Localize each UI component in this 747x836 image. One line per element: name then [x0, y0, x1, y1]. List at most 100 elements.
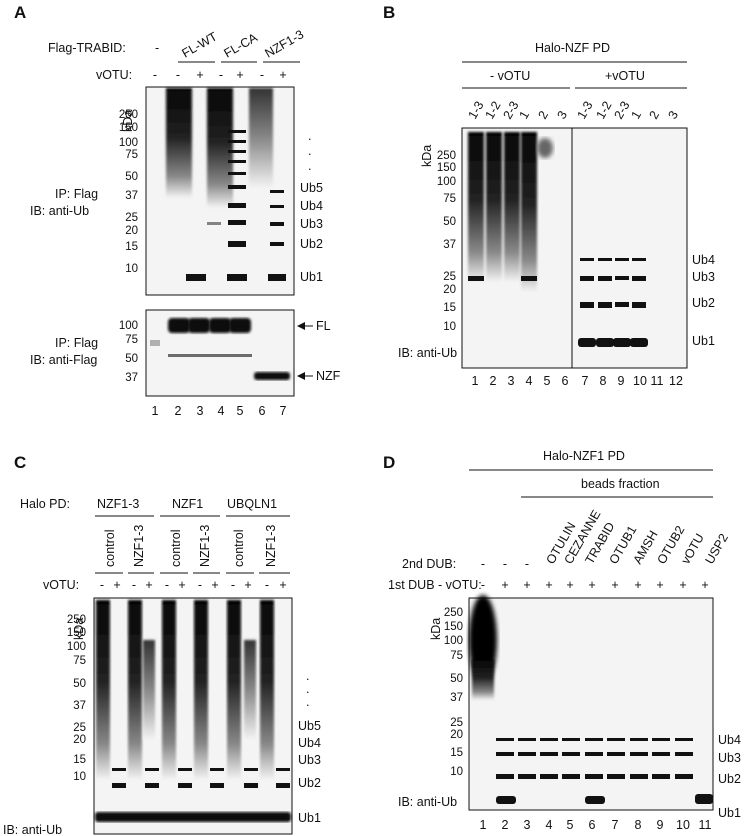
sign: +	[656, 578, 663, 592]
sub-label: control	[232, 529, 246, 567]
sign: +	[588, 578, 595, 592]
lane-number: 7	[612, 818, 619, 832]
lane-number: 9	[618, 374, 625, 388]
band-label-ub1: Ub1	[298, 811, 321, 825]
panel-c-ib: IB: anti-Ub	[3, 823, 62, 836]
band-label-ub3: Ub3	[718, 751, 741, 765]
panel-c-dots: . . .	[306, 669, 309, 709]
panel-a-mw-top: 250 150 100 75 50 37 25 20 15 10	[119, 109, 138, 275]
mw-label: 37	[443, 239, 456, 251]
panel-d-beads: beads fraction	[581, 477, 660, 491]
lane-number: 8	[600, 374, 607, 388]
sub-label: NZF1-3	[132, 525, 146, 567]
panel-a-construct-label: Flag-TRABID:	[48, 41, 126, 55]
band-label-ub5: Ub5	[298, 719, 321, 733]
panel-c-band-labels: Ub5 Ub4 Ub3 Ub2 Ub1	[298, 719, 321, 825]
group-label: NZF1-3	[97, 497, 139, 511]
votu-sign: +	[279, 68, 286, 82]
dub-name: USP2	[702, 531, 730, 566]
mw-label: 100	[67, 641, 86, 653]
panel-d-letter: D	[383, 453, 395, 472]
lane-number: 4	[526, 374, 533, 388]
column-label: 2	[535, 108, 551, 121]
group-label: UBQLN1	[227, 497, 277, 511]
mw-label: 20	[73, 734, 86, 746]
lane-number: 7	[582, 374, 589, 388]
panel-d-ib: IB: anti-Ub	[398, 795, 457, 809]
mw-label: 37	[125, 190, 138, 202]
votu-sign: -	[198, 578, 202, 592]
panel-b-band-labels: Ub4 Ub3 Ub2 Ub1	[692, 253, 715, 348]
mw-label: 10	[73, 771, 86, 783]
mw-label: 50	[73, 678, 86, 690]
lane-number: 4	[218, 404, 225, 418]
band-label-ub2: Ub2	[718, 772, 741, 786]
panel-a-votu-signs: - - + - + - +	[153, 68, 287, 82]
panel-a-construct-dash: -	[155, 41, 159, 55]
panel-a-group-labels: FL-WT FL-CA NZF1-3	[180, 27, 307, 60]
dot: .	[306, 669, 309, 683]
panel-d-second-dub-label: 2nd DUB:	[402, 557, 456, 571]
mw-label: 25	[450, 717, 463, 729]
mw-label: 50	[443, 216, 456, 228]
mw-label: 10	[450, 766, 463, 778]
sign: -	[481, 557, 485, 571]
sign: -	[481, 578, 485, 592]
column-label: 3	[554, 108, 570, 121]
column-label: 3	[665, 108, 681, 121]
votu-sign: -	[219, 68, 223, 82]
panel-c-sub-labels: control NZF1-3 control NZF1-3 control NZ…	[103, 525, 278, 567]
mw-label: 50	[125, 171, 138, 183]
panel-a-ib-top: IB: anti-Ub	[30, 204, 89, 218]
panel-c-letter: C	[14, 453, 26, 472]
lane-number: 2	[175, 404, 182, 418]
band-label-ub4: Ub4	[300, 199, 323, 213]
panel-d-lane-numbers: 1 2 3 4 5 6 7 8 9 10 11	[480, 818, 712, 832]
band-label-ub4: Ub4	[718, 733, 741, 747]
panel-b-ib: IB: anti-Ub	[398, 346, 457, 360]
panel-a-ip-bottom: IP: Flag	[55, 336, 98, 350]
lane-number: 2	[502, 818, 509, 832]
mw-label: 75	[73, 655, 86, 667]
panel-a-group-fl-wt: FL-WT	[180, 29, 220, 60]
sign: +	[679, 578, 686, 592]
mw-label: 10	[125, 263, 138, 275]
panel-a-ip-top: IP: Flag	[55, 187, 98, 201]
column-label: 2-3	[611, 99, 632, 122]
votu-sign: -	[231, 578, 235, 592]
sign: +	[523, 578, 530, 592]
fl-arrow-head	[297, 322, 305, 330]
votu-sign: +	[244, 578, 251, 592]
mw-label: 150	[437, 162, 456, 174]
dot: .	[306, 695, 309, 709]
lane-number: 10	[676, 818, 690, 832]
lane-number: 12	[669, 374, 683, 388]
panel-c-groups: NZF1-3 NZF1 UBQLN1	[97, 497, 277, 511]
lane-number: 6	[562, 374, 569, 388]
sub-label: control	[103, 529, 117, 567]
panel-a: A Flag-TRABID: - FL-WT FL-CA NZF1-3 vOTU…	[14, 3, 341, 418]
sub-label: NZF1-3	[198, 525, 212, 567]
mw-label: 50	[125, 353, 138, 365]
band-label-ub2: Ub2	[300, 237, 323, 251]
panel-b-kda: kDa	[420, 145, 434, 167]
votu-sign: -	[260, 68, 264, 82]
fl-label: FL	[316, 319, 331, 333]
panel-c-blot	[93, 597, 293, 835]
votu-sign: -	[165, 578, 169, 592]
column-label: 1-2	[593, 99, 614, 122]
lane-number: 7	[280, 404, 287, 418]
mw-label: 75	[450, 650, 463, 662]
lane-number: 9	[657, 818, 664, 832]
mw-label: 50	[450, 673, 463, 685]
mw-label: 100	[437, 176, 456, 188]
panel-b-group-left: - vOTU	[490, 69, 530, 83]
mw-label: 15	[125, 241, 138, 253]
votu-sign: +	[113, 578, 120, 592]
votu-sign: -	[132, 578, 136, 592]
sign: +	[501, 578, 508, 592]
column-label: 1-3	[574, 99, 595, 122]
panel-a-letter: A	[14, 3, 26, 22]
panel-b-group-right: +vOTU	[605, 69, 645, 83]
